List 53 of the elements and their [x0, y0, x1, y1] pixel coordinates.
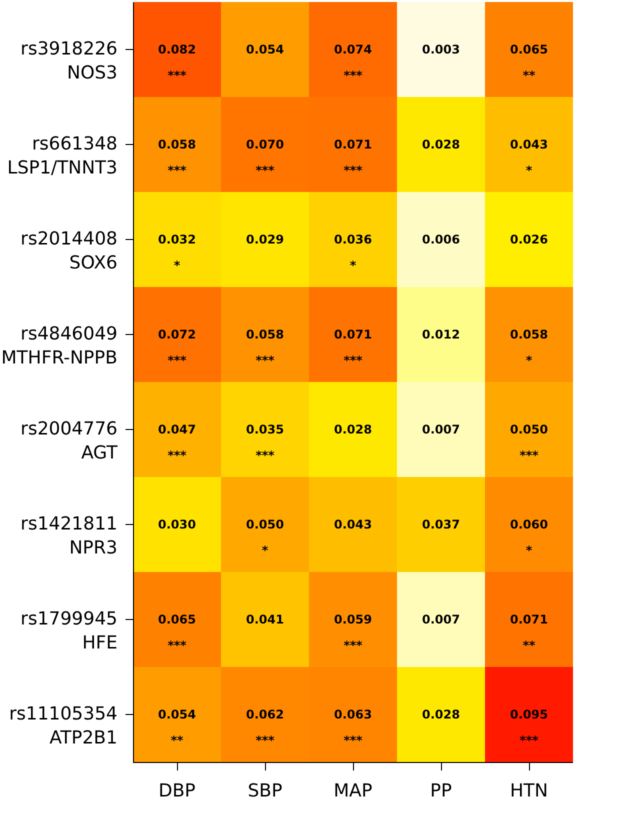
data-label: 0.030 — [158, 518, 196, 532]
data-label: 0.006 — [422, 232, 460, 246]
y-tick-label: rs661348 LSP1/TNNT3 — [7, 134, 118, 178]
data-label: 0.070 *** — [246, 138, 284, 178]
data-label: 0.026 — [510, 232, 548, 246]
data-label: 0.095 *** — [510, 708, 548, 748]
data-label: 0.071 *** — [334, 328, 372, 368]
x-tick-label: HTN — [510, 780, 548, 802]
x-tick-label: SBP — [248, 780, 282, 802]
data-label: 0.035 *** — [246, 422, 284, 462]
data-label: 0.007 — [422, 422, 460, 436]
data-label: 0.065 ** — [510, 42, 548, 82]
data-label: 0.007 — [422, 612, 460, 626]
data-label: 0.043 — [334, 518, 372, 532]
data-label: 0.050 *** — [510, 422, 548, 462]
data-label: 0.071 ** — [510, 612, 548, 652]
y-tick-label: rs1421811 NPR3 — [20, 514, 118, 558]
data-label: 0.041 — [246, 612, 284, 626]
y-tick-label: rs11105354 ATP2B1 — [9, 704, 118, 748]
data-label: 0.063 *** — [334, 708, 372, 748]
data-label: 0.082 *** — [158, 42, 196, 82]
y-tick-label: rs2004776 AGT — [20, 418, 118, 464]
data-label: 0.032 * — [158, 232, 196, 272]
data-label: 0.054 — [246, 42, 284, 56]
data-label: 0.047 *** — [158, 422, 196, 462]
data-label: 0.028 — [422, 708, 460, 722]
data-label: 0.028 — [334, 422, 372, 436]
x-tick-label: MAP — [334, 780, 372, 802]
y-tick-label: rs3918226 NOS3 — [20, 38, 118, 84]
data-label: 0.012 — [422, 328, 460, 342]
data-label: 0.059 *** — [334, 612, 372, 652]
data-label: 0.074 *** — [334, 42, 372, 82]
data-label: 0.072 *** — [158, 328, 196, 368]
y-tick-label: rs4846049 MTHFR-NPPB — [1, 324, 118, 368]
data-label: 0.043 * — [510, 138, 548, 178]
data-label: 0.003 — [422, 42, 460, 56]
x-tick-label: DBP — [158, 780, 196, 802]
data-label: 0.062 *** — [246, 708, 284, 748]
data-label: 0.058 * — [510, 328, 548, 368]
data-label: 0.071 *** — [334, 138, 372, 178]
data-label: 0.058 *** — [158, 138, 196, 178]
data-label: 0.036 * — [334, 232, 372, 272]
data-label: 0.060 * — [510, 518, 548, 558]
data-label: 0.058 *** — [246, 328, 284, 368]
data-label: 0.065 *** — [158, 612, 196, 652]
data-label: 0.054 ** — [158, 708, 196, 748]
data-label: 0.028 — [422, 138, 460, 152]
y-tick-label: rs1799945 HFE — [20, 608, 118, 654]
x-tick-label: PP — [430, 780, 452, 802]
data-label: 0.050 * — [246, 518, 284, 558]
data-label: 0.037 — [422, 518, 460, 532]
data-label: 0.029 — [246, 232, 284, 246]
y-tick-label: rs2014408 SOX6 — [20, 228, 118, 274]
